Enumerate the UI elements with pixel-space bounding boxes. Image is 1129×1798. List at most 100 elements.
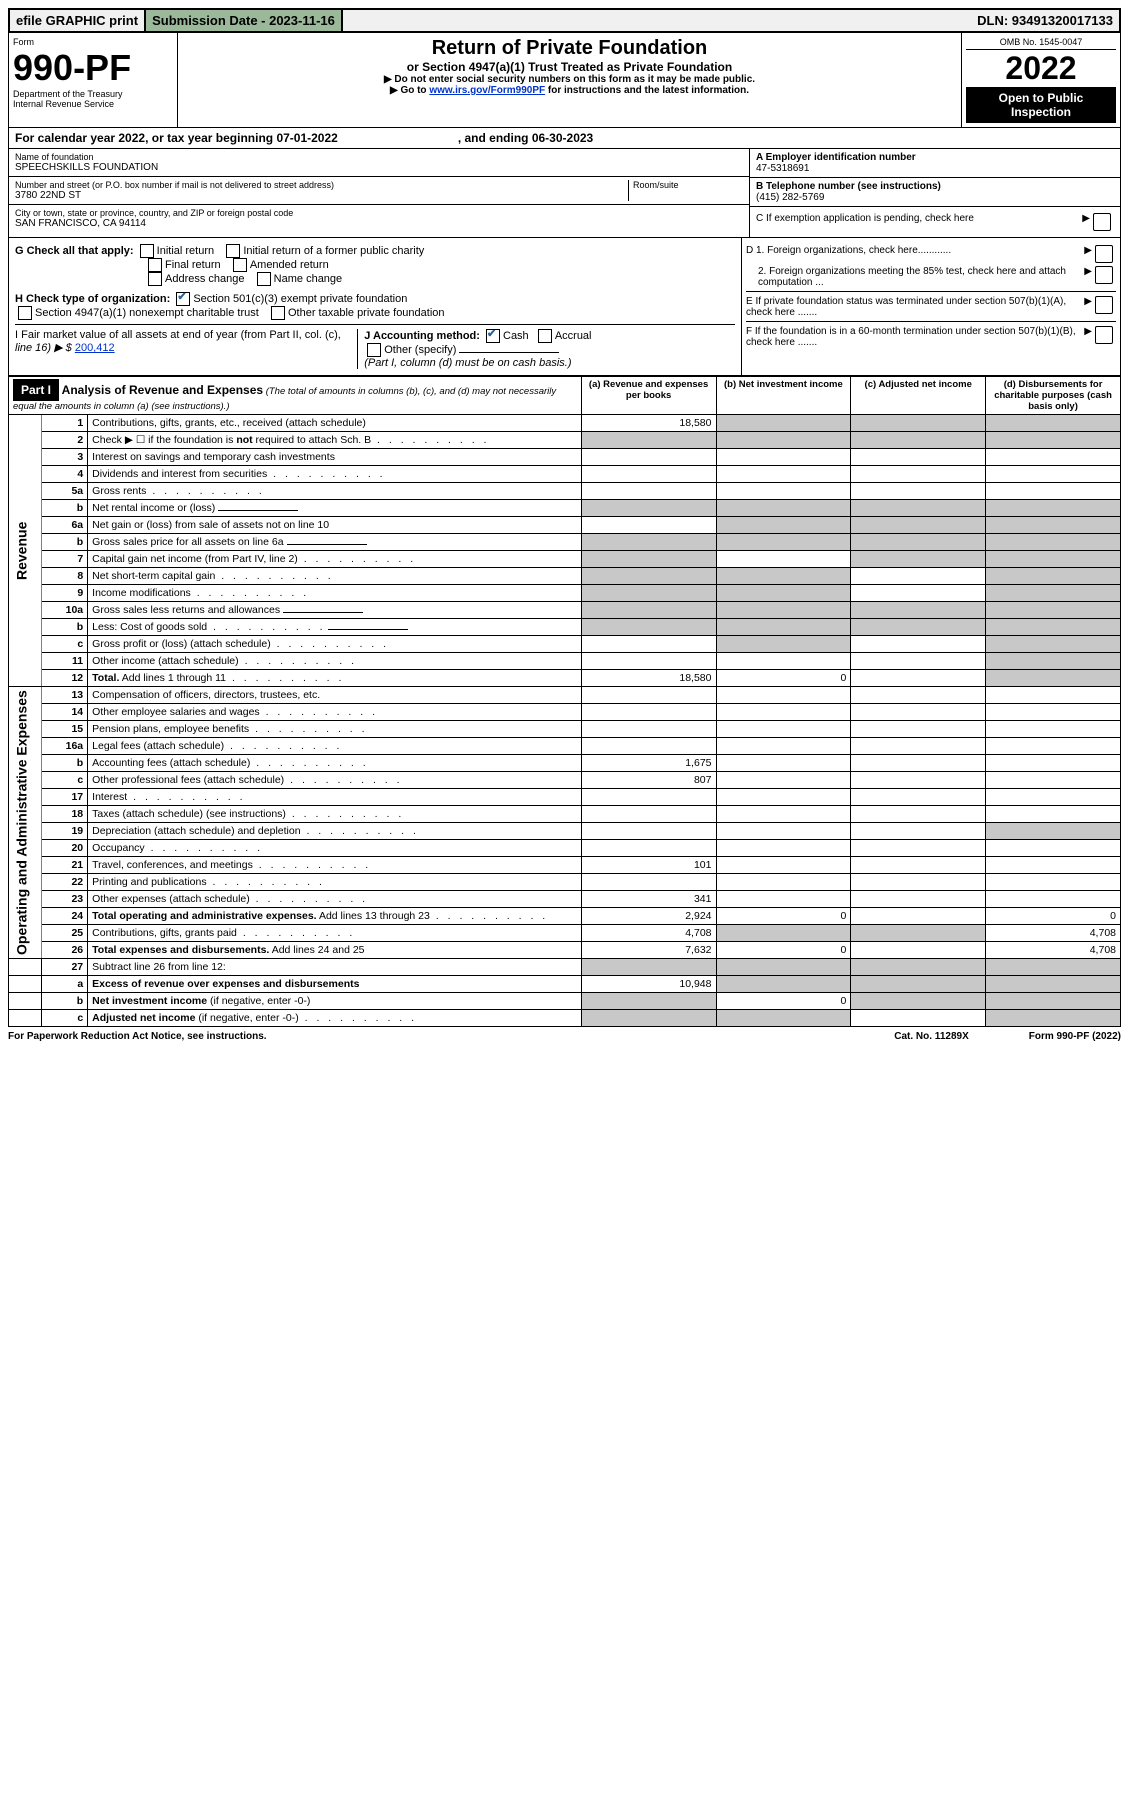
value-cell bbox=[986, 687, 1121, 704]
table-row: Revenue1Contributions, gifts, grants, et… bbox=[9, 415, 1121, 432]
value-cell bbox=[851, 840, 986, 857]
checkbox-other-tax[interactable] bbox=[271, 306, 285, 320]
value-cell bbox=[851, 653, 986, 670]
value-cell bbox=[581, 500, 716, 517]
instr-ssn: ▶ Do not enter social security numbers o… bbox=[186, 74, 953, 85]
part1-table: Part I Analysis of Revenue and Expenses … bbox=[8, 376, 1121, 1027]
checkbox-f[interactable] bbox=[1095, 326, 1113, 344]
irs: Internal Revenue Service bbox=[13, 99, 173, 109]
checkbox-initial-former[interactable] bbox=[226, 244, 240, 258]
value-cell bbox=[716, 517, 851, 534]
table-row: 25Contributions, gifts, grants paid4,708… bbox=[9, 925, 1121, 942]
value-cell bbox=[581, 483, 716, 500]
value-cell bbox=[851, 942, 986, 959]
checkbox-e[interactable] bbox=[1095, 296, 1113, 314]
value-cell bbox=[581, 993, 716, 1010]
value-cell bbox=[581, 653, 716, 670]
value-cell bbox=[851, 704, 986, 721]
col-c: (c) Adjusted net income bbox=[851, 377, 986, 415]
form-ref: Form 990-PF (2022) bbox=[1029, 1031, 1121, 1042]
value-cell bbox=[986, 840, 1121, 857]
row-num: 2 bbox=[42, 432, 88, 449]
checkbox-501c3[interactable] bbox=[176, 292, 190, 306]
value-cell bbox=[851, 602, 986, 619]
side-label: Operating and Administrative Expenses bbox=[9, 687, 42, 959]
row-desc: Subtract line 26 from line 12: bbox=[88, 959, 582, 976]
row-desc: Total operating and administrative expen… bbox=[88, 908, 582, 925]
checkbox-address[interactable] bbox=[148, 272, 162, 286]
value-cell bbox=[716, 925, 851, 942]
value-cell bbox=[986, 1010, 1121, 1027]
table-row: 27Subtract line 26 from line 12: bbox=[9, 959, 1121, 976]
checkbox-accrual[interactable] bbox=[538, 329, 552, 343]
row-desc: Capital gain net income (from Part IV, l… bbox=[88, 551, 582, 568]
value-cell bbox=[986, 466, 1121, 483]
value-cell bbox=[986, 534, 1121, 551]
foundation-name: SPEECHSKILLS FOUNDATION bbox=[15, 162, 743, 173]
row-num: 1 bbox=[42, 415, 88, 432]
checkbox-d2[interactable] bbox=[1095, 266, 1113, 284]
value-cell bbox=[851, 619, 986, 636]
row-num: 3 bbox=[42, 449, 88, 466]
table-row: 12Total. Add lines 1 through 1118,5800 bbox=[9, 670, 1121, 687]
instr-post: for instructions and the latest informat… bbox=[545, 85, 749, 96]
value-cell bbox=[716, 483, 851, 500]
value-cell bbox=[581, 1010, 716, 1027]
value-cell bbox=[581, 823, 716, 840]
table-row: 19Depreciation (attach schedule) and dep… bbox=[9, 823, 1121, 840]
table-row: 9Income modifications bbox=[9, 585, 1121, 602]
row-desc: Gross sales price for all assets on line… bbox=[88, 534, 582, 551]
row-num: 26 bbox=[42, 942, 88, 959]
value-cell: 0 bbox=[716, 993, 851, 1010]
row-desc: Travel, conferences, and meetings bbox=[88, 857, 582, 874]
value-cell bbox=[851, 993, 986, 1010]
h-opt-3: Other taxable private foundation bbox=[288, 307, 445, 319]
table-row: 17Interest bbox=[9, 789, 1121, 806]
table-row: bAccounting fees (attach schedule)1,675 bbox=[9, 755, 1121, 772]
value-cell bbox=[986, 636, 1121, 653]
fmv-value[interactable]: 200,412 bbox=[75, 342, 115, 354]
checkbox-initial[interactable] bbox=[140, 244, 154, 258]
checkbox-c[interactable] bbox=[1093, 213, 1111, 231]
checkbox-other-method[interactable] bbox=[367, 343, 381, 357]
ein-label: A Employer identification number bbox=[756, 152, 916, 163]
row-desc: Net rental income or (loss) bbox=[88, 500, 582, 517]
form-number: 990-PF bbox=[13, 47, 173, 89]
row-num: 15 bbox=[42, 721, 88, 738]
cal-begin: For calendar year 2022, or tax year begi… bbox=[15, 131, 338, 145]
value-cell bbox=[581, 602, 716, 619]
value-cell bbox=[716, 585, 851, 602]
row-num: 25 bbox=[42, 925, 88, 942]
checkbox-amended[interactable] bbox=[233, 258, 247, 272]
checkbox-final[interactable] bbox=[148, 258, 162, 272]
j-label: J Accounting method: bbox=[364, 330, 480, 342]
checkbox-4947[interactable] bbox=[18, 306, 32, 320]
row-num: c bbox=[42, 772, 88, 789]
value-cell bbox=[581, 432, 716, 449]
value-cell bbox=[851, 772, 986, 789]
efile-label[interactable]: efile GRAPHIC print bbox=[10, 10, 146, 31]
ein: 47-5318691 bbox=[756, 163, 1114, 174]
row-desc: Other professional fees (attach schedule… bbox=[88, 772, 582, 789]
value-cell: 4,708 bbox=[581, 925, 716, 942]
row-num: 5a bbox=[42, 483, 88, 500]
col-b: (b) Net investment income bbox=[716, 377, 851, 415]
checkbox-d1[interactable] bbox=[1095, 245, 1113, 263]
checkbox-cash[interactable] bbox=[486, 329, 500, 343]
value-cell bbox=[581, 704, 716, 721]
addr-label: Number and street (or P.O. box number if… bbox=[15, 180, 628, 190]
value-cell bbox=[716, 704, 851, 721]
value-cell: 7,632 bbox=[581, 942, 716, 959]
table-row: 26Total expenses and disbursements. Add … bbox=[9, 942, 1121, 959]
h-row: H Check type of organization: Section 50… bbox=[15, 292, 735, 320]
value-cell bbox=[581, 789, 716, 806]
row-num: b bbox=[42, 993, 88, 1010]
row-num: 8 bbox=[42, 568, 88, 585]
page-footer: For Paperwork Reduction Act Notice, see … bbox=[8, 1027, 1121, 1042]
checkbox-name[interactable] bbox=[257, 272, 271, 286]
irs-link[interactable]: www.irs.gov/Form990PF bbox=[429, 85, 545, 96]
h-opt-2: Section 4947(a)(1) nonexempt charitable … bbox=[35, 307, 259, 319]
row-desc: Net gain or (loss) from sale of assets n… bbox=[88, 517, 582, 534]
value-cell bbox=[851, 466, 986, 483]
value-cell bbox=[851, 534, 986, 551]
